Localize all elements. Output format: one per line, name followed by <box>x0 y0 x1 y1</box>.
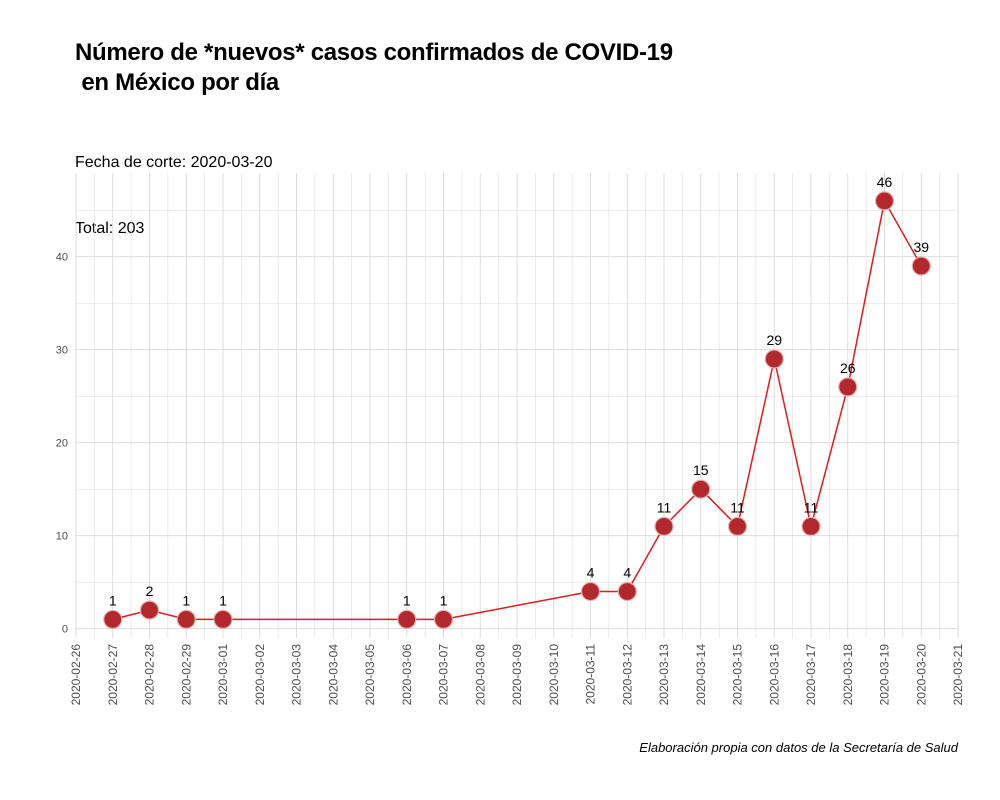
x-tick-label: 2020-03-17 <box>804 644 818 706</box>
data-label: 39 <box>913 239 929 255</box>
x-tick-label: 2020-03-20 <box>914 644 928 706</box>
data-label: 1 <box>403 592 411 608</box>
x-tick-label: 2020-02-29 <box>179 644 193 706</box>
y-tick-label: 0 <box>62 624 68 636</box>
data-point <box>727 516 748 537</box>
x-tick-label: 2020-03-19 <box>878 644 892 706</box>
x-tick-label: 2020-03-13 <box>657 644 671 706</box>
x-tick-label: 2020-03-14 <box>694 644 708 706</box>
x-tick-label: 2020-03-02 <box>253 644 267 706</box>
data-label: 29 <box>766 332 782 348</box>
axis-ticks: 0 10 20 30 40 2020-02-26 2020-02-27 2020-02-28 2… <box>56 252 965 706</box>
x-tick-label: 2020-03-10 <box>547 644 561 706</box>
x-tick-label: 2020-03-11 <box>584 644 598 705</box>
y-tick-label: 30 <box>56 345 68 357</box>
data-points <box>103 191 931 630</box>
data-point <box>874 191 895 211</box>
data-label: 11 <box>730 499 745 515</box>
x-tick-label: 2020-03-01 <box>216 644 230 706</box>
data-label: 11 <box>804 499 819 515</box>
x-tick-label: 2020-02-26 <box>69 644 83 706</box>
x-tick-label: 2020-03-16 <box>767 644 781 706</box>
data-point <box>397 609 417 630</box>
data-point <box>176 609 196 630</box>
data-point <box>838 377 858 397</box>
x-tick-label: 2020-03-21 <box>951 644 965 706</box>
data-label: 2 <box>146 583 154 599</box>
data-label: 1 <box>440 592 448 608</box>
data-label: 4 <box>587 565 595 581</box>
x-tick-label: 2020-03-08 <box>473 644 487 706</box>
data-label: 46 <box>877 174 893 190</box>
y-tick-label: 20 <box>56 438 68 450</box>
y-tick-label: 10 <box>56 531 68 543</box>
data-label: 26 <box>840 360 856 376</box>
data-point <box>139 600 160 620</box>
data-point <box>433 609 454 630</box>
chart-subtitle: Fecha de corte: 2020-03-20 Total: 203 <box>75 108 272 262</box>
x-tick-label: 2020-03-04 <box>326 644 340 706</box>
y-tick-label: 40 <box>56 252 68 264</box>
data-point <box>580 581 601 602</box>
chart-caption: Elaboración propia con datos de la Secre… <box>639 740 958 755</box>
x-tick-label: 2020-03-15 <box>731 644 745 706</box>
x-tick-label: 2020-03-07 <box>437 644 451 706</box>
data-point <box>691 479 711 499</box>
x-tick-label: 2020-02-27 <box>106 644 120 706</box>
x-tick-label: 2020-03-05 <box>363 644 377 706</box>
data-label: 1 <box>182 592 190 608</box>
data-point <box>911 256 931 276</box>
x-tick-label: 2020-02-28 <box>143 644 157 706</box>
data-point <box>213 609 233 630</box>
data-point <box>654 516 674 537</box>
data-label: 11 <box>657 499 672 515</box>
data-point <box>801 516 821 537</box>
data-label: 4 <box>623 565 631 581</box>
subtitle-cutoff-date: Fecha de corte: 2020-03-20 <box>75 154 273 171</box>
x-tick-label: 2020-03-09 <box>510 644 524 706</box>
data-label: 1 <box>109 592 117 608</box>
x-tick-label: 2020-03-03 <box>290 644 304 706</box>
x-tick-label: 2020-03-06 <box>400 644 414 706</box>
x-tick-label: 2020-03-18 <box>841 644 855 706</box>
grid <box>75 173 959 638</box>
x-tick-label: 2020-03-12 <box>620 644 634 706</box>
data-point <box>103 609 123 630</box>
data-label: 15 <box>693 462 709 478</box>
data-point <box>617 581 637 602</box>
data-point <box>764 349 784 369</box>
chart-title: Número de *nuevos* casos confirmados de … <box>75 39 673 96</box>
data-label: 1 <box>219 592 227 608</box>
series-line <box>112 198 922 621</box>
